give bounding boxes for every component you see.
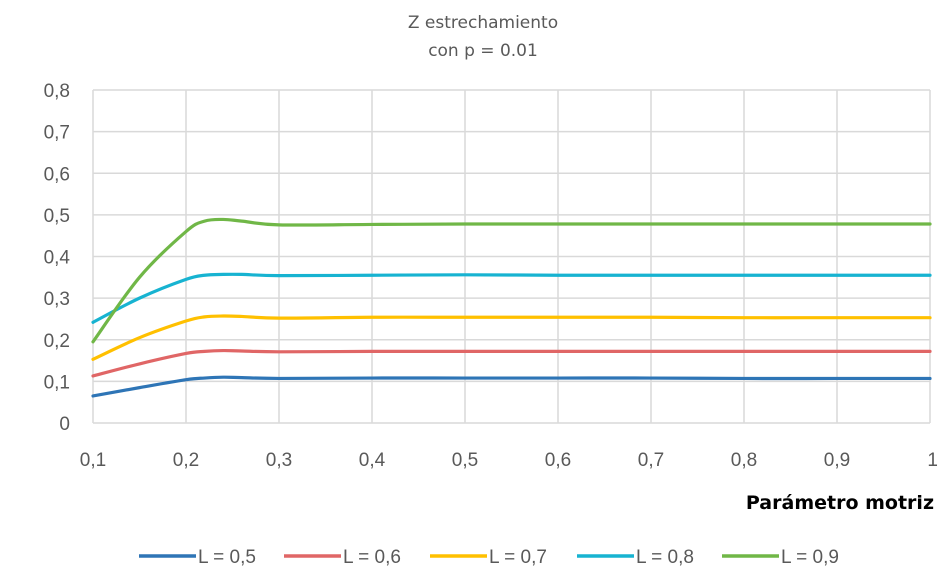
x-tick-label: 0,4 — [359, 450, 386, 471]
legend-label: L = 0,5 — [198, 547, 256, 568]
x-tick-label: 0,8 — [731, 450, 757, 471]
legend-label: L = 0,7 — [489, 547, 547, 568]
legend: L = 0,5 L = 0,6 L = 0,7 L = 0,8 L = 0,9 — [139, 547, 839, 568]
y-tick-label: 0,7 — [44, 123, 70, 144]
series-lines — [91, 217, 932, 398]
x-axis-label: Parámetro motriz — [746, 492, 934, 514]
x-tick-label: 0,6 — [545, 450, 571, 471]
y-tick-label: 0,4 — [44, 248, 71, 269]
y-tick-label: 0,8 — [44, 81, 70, 102]
legend-label: L = 0,9 — [781, 547, 839, 568]
y-tick-label: 0,6 — [44, 164, 70, 185]
y-tick-label: 0,2 — [44, 331, 70, 352]
series-line-4 — [91, 272, 932, 324]
x-tick-label: 0,3 — [266, 450, 292, 471]
series-line-2 — [91, 348, 932, 378]
y-tick-label: 0 — [59, 414, 70, 435]
chart-title: Z estrechamiento — [408, 13, 558, 33]
x-tick-label: 0,7 — [638, 450, 664, 471]
legend-label: L = 0,6 — [343, 547, 401, 568]
x-tick-label: 1 — [927, 450, 938, 471]
chart-subtitle: con p = 0.01 — [428, 41, 538, 61]
y-tick-label: 0,1 — [44, 372, 70, 393]
x-tick-label: 0,5 — [452, 450, 478, 471]
x-tick-label: 0,9 — [824, 450, 850, 471]
y-tick-label: 0,3 — [44, 289, 70, 310]
x-axis-ticks: 0,1 0,2 0,3 0,4 0,5 0,6 0,7 0,8 0,9 1 — [80, 450, 938, 471]
series-line-3 — [91, 314, 932, 361]
x-tick-label: 0,1 — [80, 450, 106, 471]
y-axis-ticks: 0 0,1 0,2 0,3 0,4 0,5 0,6 0,7 0,8 — [44, 81, 71, 435]
series-line-1 — [91, 375, 932, 398]
series-line-5 — [91, 217, 932, 344]
x-tick-label: 0,2 — [173, 450, 199, 471]
legend-label: L = 0,8 — [636, 547, 694, 568]
grid — [92, 89, 931, 424]
y-tick-label: 0,5 — [44, 206, 70, 227]
